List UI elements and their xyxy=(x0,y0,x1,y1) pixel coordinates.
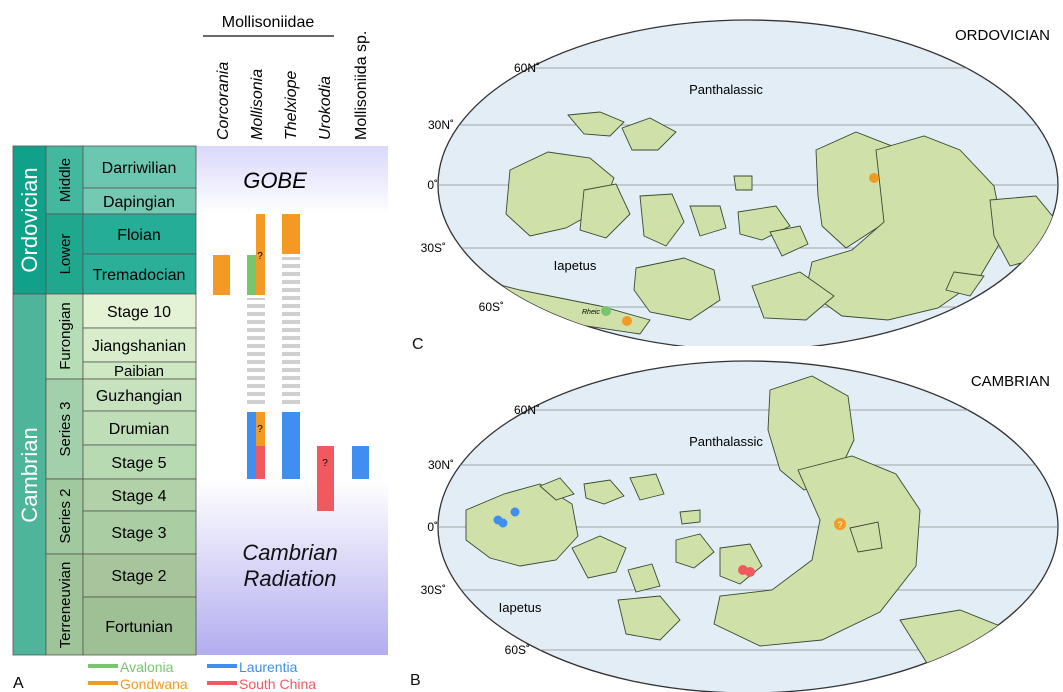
bar-urokodia-south-china xyxy=(317,446,334,511)
stage-jiangshanian: Jiangshanian xyxy=(92,338,186,355)
ocean-rheic: Rheic xyxy=(582,309,600,316)
stage-guzhangian: Guzhangian xyxy=(96,388,182,405)
lat-30s: 30S˚ xyxy=(421,241,446,255)
query-mollisonia-floian: ? xyxy=(257,251,263,262)
query-mollisonia-drumian: ? xyxy=(257,424,263,435)
stage-4: Stage 4 xyxy=(111,488,166,505)
ordovician-map: ORDOVICIAN xyxy=(421,19,1059,346)
bar-mollisonia-gap xyxy=(247,298,265,408)
range-bars xyxy=(213,214,369,511)
system-cambrian-label: Cambrian xyxy=(17,427,42,522)
ocean-panthalassic-b: Panthalassic xyxy=(689,434,763,449)
site-laurentia-3 xyxy=(510,507,520,517)
bar-mollisonia-laurentia xyxy=(247,412,256,479)
bar-mollisonia-gondwana-2 xyxy=(256,412,265,446)
legend-south-china: South China xyxy=(239,676,316,692)
stage-darriwilian: Darriwilian xyxy=(102,160,177,177)
series-furongian-label: Furongian xyxy=(57,302,74,370)
lat-60s: 60S˚ xyxy=(479,300,504,314)
map-c-title: ORDOVICIAN xyxy=(955,27,1050,44)
site-laurentia-2 xyxy=(498,518,508,528)
map-b-title: CAMBRIAN xyxy=(971,373,1050,390)
series-3 xyxy=(45,378,84,480)
series-middle-label: Middle xyxy=(57,158,74,202)
legend-swatch-laurentia xyxy=(207,664,237,668)
legend-swatch-avalonia xyxy=(88,664,118,668)
lat-60s-b: 60S˚ xyxy=(505,643,530,657)
panel-label-a: A xyxy=(13,675,24,692)
taxon-mollisoniida-sp: Mollisoniida sp. xyxy=(353,31,370,140)
legend: Avalonia Laurentia Gondwana South China xyxy=(88,659,316,692)
bar-thelxiope-gap xyxy=(282,257,300,408)
bar-mollisonia-south-china xyxy=(256,446,265,479)
taxon-corcorania: Corcorania xyxy=(215,62,232,140)
legend-gondwana: Gondwana xyxy=(120,676,188,692)
series-terreneuvian-label: Terreneuvian xyxy=(57,562,74,649)
series-2-label: Series 2 xyxy=(57,488,74,543)
stage-floian: Floian xyxy=(117,227,161,244)
bar-thelxiope-laurentia xyxy=(282,412,300,479)
legend-laurentia: Laurentia xyxy=(239,659,298,675)
lat-30n: 30N˚ xyxy=(428,118,454,132)
ocean-panthalassic: Panthalassic xyxy=(689,82,763,97)
family-title: Mollisoniidae xyxy=(222,14,315,31)
bar-mollisonia-avalonia xyxy=(247,255,256,295)
panel-label-b: B xyxy=(410,672,421,689)
bar-corcorania-gondwana xyxy=(213,255,230,295)
ocean-iapetus-b: Iapetus xyxy=(499,600,542,615)
query-urokodia: ? xyxy=(322,458,328,469)
stage-paibian: Paibian xyxy=(114,363,164,380)
taxon-thelxiope: Thelxiope xyxy=(283,71,300,140)
cambrian-radiation-band xyxy=(196,480,388,655)
lat-60n-b: 60N˚ xyxy=(514,403,540,417)
stage-tremadocian: Tremadocian xyxy=(93,267,186,284)
bar-thelxiope-gondwana xyxy=(282,214,300,254)
map-b-landmasses xyxy=(465,375,1011,669)
gobe-band xyxy=(196,146,388,214)
series-furongian xyxy=(45,293,84,380)
stage-fortunian: Fortunian xyxy=(105,619,173,636)
stage-dapingian: Dapingian xyxy=(103,194,175,211)
stage-drumian: Drumian xyxy=(109,421,169,438)
site-avalonia xyxy=(601,306,611,316)
site-gondwana-query xyxy=(834,518,846,530)
bar-mollisoniida-laurentia xyxy=(352,446,369,479)
system-ordovician-label: Ordovician xyxy=(17,167,42,272)
legend-avalonia: Avalonia xyxy=(120,659,174,675)
cambrian-radiation-label: Cambrian Radiation xyxy=(242,540,338,591)
cambrian-map: CAMBRIAN xyxy=(421,360,1059,692)
stage-2: Stage 2 xyxy=(111,568,166,585)
stage-column xyxy=(82,145,197,656)
taxon-mollisonia: Mollisonia xyxy=(249,69,266,140)
stage-10: Stage 10 xyxy=(107,304,171,321)
query-gondwana-site: ? xyxy=(837,520,842,530)
stage-3: Stage 3 xyxy=(111,525,166,542)
series-3-label: Series 3 xyxy=(57,401,74,456)
bar-mollisonia-gondwana xyxy=(256,214,265,295)
site-gondwana-east xyxy=(869,173,879,183)
stage-5: Stage 5 xyxy=(111,455,166,472)
series-lower xyxy=(45,213,84,295)
series-lower-label: Lower xyxy=(57,234,74,275)
lat-30n-b: 30N˚ xyxy=(428,458,454,472)
lat-0-b: 0˚ xyxy=(427,520,438,534)
legend-swatch-gondwana xyxy=(88,681,118,685)
gobe-label: GOBE xyxy=(243,168,307,193)
ocean-iapetus: Iapetus xyxy=(554,258,597,273)
site-south-china-2 xyxy=(745,567,755,577)
lat-30s-b: 30S˚ xyxy=(421,583,446,597)
lat-0: 0˚ xyxy=(427,178,438,192)
system-cambrian xyxy=(12,293,47,656)
legend-swatch-south-china xyxy=(207,681,237,685)
series-middle xyxy=(45,145,84,215)
site-gondwana-south xyxy=(622,316,632,326)
panel-label-c: C xyxy=(412,336,424,353)
taxon-urokodia: Urokodia xyxy=(317,76,334,140)
lat-60n: 60N˚ xyxy=(514,61,540,75)
stratigraphic-chart: Mollisoniidae Corcorania Mollisonia Thel… xyxy=(12,14,388,692)
